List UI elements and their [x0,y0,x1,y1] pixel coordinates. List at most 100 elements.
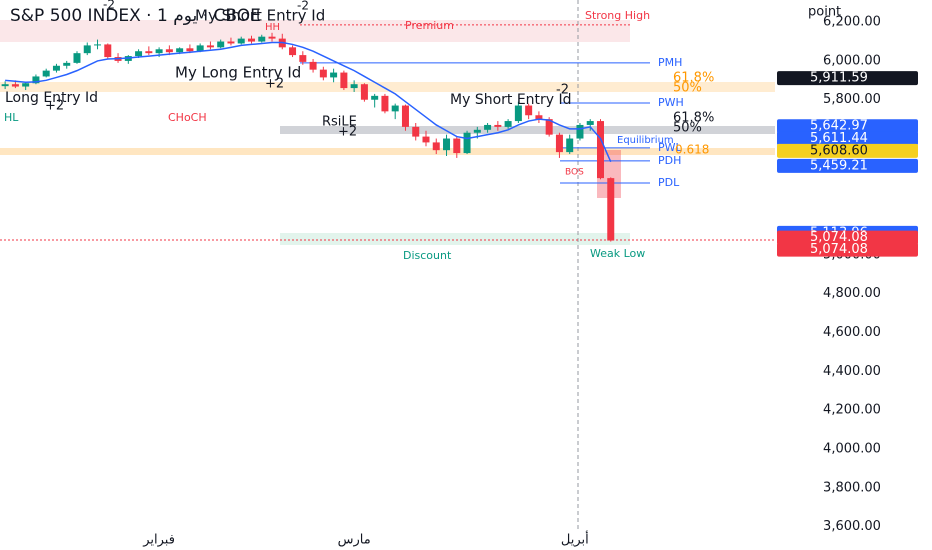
level-label: PWL [658,141,683,154]
candle-body [360,84,368,100]
annotation: My Short Entry Id [450,92,572,108]
candle-body [443,138,451,151]
fib-band [0,82,775,92]
level-label: PMH [658,56,682,69]
price-tag-label: 5,074.08 [810,230,868,245]
annotation: Discount [403,249,452,262]
annotation: My Short Entry Id [195,7,325,25]
price-tag-label: 5,459.21 [810,158,868,173]
candle-body [607,178,615,241]
annotation: -2 [103,0,115,12]
candle-body [566,138,574,153]
candle-body [22,83,30,87]
candle-body [32,76,40,84]
candle-body [268,36,276,39]
candle-body [525,105,533,116]
level-label: PWH [658,96,684,109]
candle-body [83,45,91,54]
candle-body [340,72,348,89]
candle-body [309,61,317,70]
candle-body [196,45,204,52]
annotation: +2 [45,99,64,114]
price-tag-label: 5,074.08 [810,242,868,257]
price-tag-label: 5,642.97 [810,119,868,134]
level-label: PDH [658,154,681,167]
price-tag [777,131,918,146]
candle-body [535,115,543,120]
candle-body [52,65,60,71]
axis-label: point [808,5,841,20]
candle-body [227,41,235,44]
annotation: HH [265,22,280,33]
candle-body [473,129,481,133]
price-tag-label: 5,608.60 [810,143,868,158]
candle-body [63,62,71,66]
annotation: Long Entry Id [5,90,98,106]
annotation: 50% [673,121,702,136]
candle-body [299,55,307,62]
annotation: 61.8% [673,71,714,86]
price-tag [777,143,918,158]
price-tag [777,242,918,257]
annotation: RsiLE [322,115,357,130]
candle-body [391,105,399,112]
y-tick-label: 5,800.00 [823,92,881,107]
level-label: Strong High [585,9,650,22]
candle-body [135,51,143,57]
candle-body [1,84,9,87]
candle-body [206,45,214,48]
candle-body [494,124,502,127]
annotation: 50% [673,81,702,96]
candle-body [237,38,245,44]
price-tag [777,71,918,86]
candle-body [289,47,297,56]
annotation: 0.618 [675,143,709,157]
candle-body [330,72,338,78]
x-tick-label: فبراير [142,533,175,548]
candle-body [463,132,471,154]
candle-body [453,138,461,154]
price-tag-label: 5,611.44 [810,131,868,146]
candle-body [165,49,173,53]
candle-body [432,142,440,151]
x-tick-label: أبريل [561,531,589,548]
annotation: -2 [297,0,309,13]
candle-body [596,121,604,179]
candle-body [11,84,19,87]
price-tag [777,230,918,245]
candle-body [73,53,81,63]
candle-body [576,124,584,139]
annotation: 61.8% [673,111,714,126]
candle-body [155,49,163,54]
price-tag [777,158,918,173]
candle-body [514,105,522,122]
candle-body [217,41,225,48]
y-tick-label: 4,600.00 [823,325,881,340]
price-tag-label: 5,911.59 [810,71,868,86]
discount-zone [280,233,630,245]
candle-body [94,44,102,46]
annotation: Premium [405,19,454,32]
premium-zone [0,20,630,42]
candle-body [145,51,153,54]
y-tick-label: 3,800.00 [823,480,881,495]
y-tick-label: 4,400.00 [823,364,881,379]
annotation: +2 [265,77,284,92]
candle-body [381,95,389,112]
candle-body [247,38,255,42]
annotation: My Long Entry Id [175,64,301,82]
candle-body [176,48,184,53]
annotation: -2 [556,83,569,98]
annotation: CHoCH [168,111,207,124]
candle-body [555,134,563,153]
candle-body [42,70,50,77]
candle-body [422,136,430,143]
y-tick-label: 4,000.00 [823,441,881,456]
fib-band [0,148,775,155]
annotation: +2 [338,125,357,140]
level-label: Weak Low [590,247,645,260]
y-tick-label: 6,200.00 [823,15,881,30]
annotation: Equilibrium [617,135,674,146]
y-tick-label: 4,800.00 [823,286,881,301]
candle-body [350,84,358,89]
